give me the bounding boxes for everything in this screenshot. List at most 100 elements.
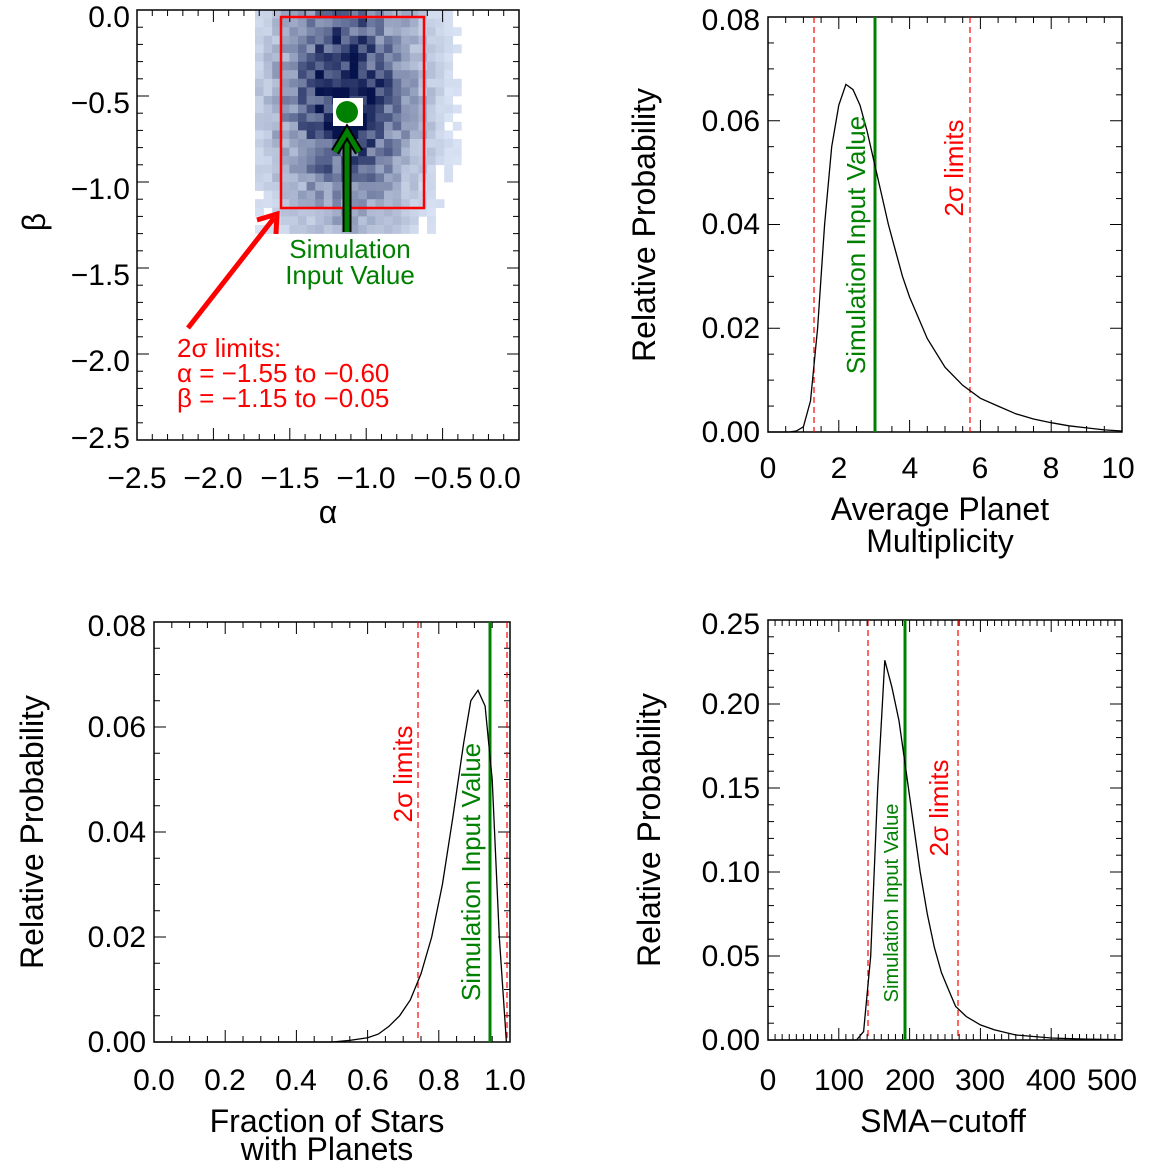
heatmap-cell [392, 18, 402, 28]
y-tick-label: −2.5 [71, 422, 130, 455]
heatmap-cell [358, 182, 368, 191]
heatmap-cell [280, 156, 290, 166]
heatmap-cell [280, 61, 290, 71]
heatmap-cell [358, 190, 368, 200]
heatmap-cell [306, 113, 316, 123]
heatmap-cell [384, 156, 393, 166]
axis-ticks [767, 16, 1123, 433]
heatmap-cell [349, 18, 359, 28]
heatmap-cell [323, 104, 333, 114]
heatmap-cell [409, 225, 419, 234]
heatmap-cell [358, 173, 368, 183]
limits-box [279, 15, 426, 210]
heatmap-cell [272, 35, 282, 45]
heatmap-cell [409, 53, 419, 62]
heatmap-cell [427, 78, 436, 88]
y-tick-label: 0.20 [702, 688, 760, 721]
heatmap-cell [349, 216, 359, 226]
heatmap-cell [263, 96, 273, 105]
heatmap-cell [401, 225, 411, 234]
heatmap-cell [341, 44, 350, 54]
panel-multiplicity: Simulation Input Value 2σ limits 0 2 4 6… [626, 4, 1135, 559]
y-tick-label: 0.08 [88, 610, 146, 643]
y-tick-label: 0.02 [702, 312, 760, 345]
heatmap-cell [452, 139, 462, 148]
heatmap-cell [315, 53, 325, 62]
heatmap-cell [315, 87, 325, 97]
heatmap-cell [255, 104, 264, 114]
heatmap-cell [263, 104, 273, 114]
heatmap-cell [298, 182, 307, 191]
heatmap-cell [255, 225, 264, 234]
heatmap-cell [289, 35, 299, 45]
heatmap-cell [289, 156, 299, 166]
heatmap-cell [272, 78, 282, 88]
heatmap-cell [349, 61, 359, 71]
heatmap-cell [401, 139, 411, 148]
heatmap-cell [384, 18, 393, 28]
heatmap-cell [427, 156, 436, 166]
heatmap-cell [341, 87, 350, 97]
heatmap-cell [255, 199, 264, 209]
heatmap-cell [255, 139, 264, 148]
heatmap-cell [341, 27, 350, 37]
heatmap-cell [323, 18, 333, 28]
x-tick-label: 0.4 [275, 1064, 317, 1097]
heatmap-cell [384, 87, 393, 97]
heatmap-cell [358, 53, 368, 62]
heatmap-cell [435, 70, 445, 80]
y-tick-label: 0.25 [702, 608, 760, 641]
heatmap-cell [401, 104, 411, 114]
heatmap-cell [255, 96, 264, 105]
heatmap-cell [306, 53, 316, 62]
heatmap-cell [306, 182, 316, 191]
heatmap-cell [306, 96, 316, 105]
input-annotation-line1: Simulation [289, 234, 410, 264]
heatmap-cell [358, 121, 368, 131]
heatmap-cell [427, 44, 436, 54]
heatmap-cell [280, 130, 290, 140]
heatmap-cell [272, 130, 282, 140]
heatmap-cell [323, 190, 333, 200]
heatmap-cell [323, 147, 333, 157]
heatmap-cell [280, 147, 290, 157]
heatmap-cell [323, 207, 333, 217]
heatmap-cell [332, 207, 342, 217]
axis-ticks [767, 619, 1123, 1041]
y-tick-label: 0.06 [702, 105, 760, 138]
heatmap-cell [315, 113, 325, 123]
heatmap-cell [272, 113, 282, 123]
heatmap-cell [427, 130, 436, 140]
heatmap-cell [255, 78, 264, 88]
probability-curve [154, 688, 508, 1043]
heatmap-cell [392, 216, 402, 226]
heatmap-cell [409, 87, 419, 97]
heatmap-cell [263, 139, 273, 148]
heatmap-cell [427, 225, 436, 234]
heatmap-cell [401, 70, 411, 80]
heatmap-cell [366, 61, 376, 71]
heatmap-cell [366, 96, 376, 105]
heatmap-cell [401, 53, 411, 62]
heatmap-cell [263, 53, 273, 62]
limits-arrow [186, 210, 280, 330]
heatmap-cell [280, 182, 290, 191]
heatmap-cell [427, 190, 436, 200]
heatmap-cell [392, 53, 402, 62]
heatmap-cell [349, 35, 359, 45]
heatmap-cell [280, 225, 290, 234]
heatmap-cell [306, 61, 316, 71]
input-value-marker [336, 101, 358, 123]
heatmap-cell [427, 182, 436, 191]
heatmap-cell [315, 156, 325, 166]
heatmap-cell [349, 164, 359, 174]
heatmap-cell [435, 139, 445, 148]
y-tick-label: 0.00 [88, 1026, 146, 1059]
heatmap-cell [298, 139, 307, 148]
heatmap-cell [375, 87, 385, 97]
heatmap-cell [384, 225, 393, 234]
heatmap-cell [323, 61, 333, 71]
heatmap-cell [315, 216, 325, 226]
heatmap-cell [306, 164, 316, 174]
heatmap-cell [255, 35, 264, 45]
